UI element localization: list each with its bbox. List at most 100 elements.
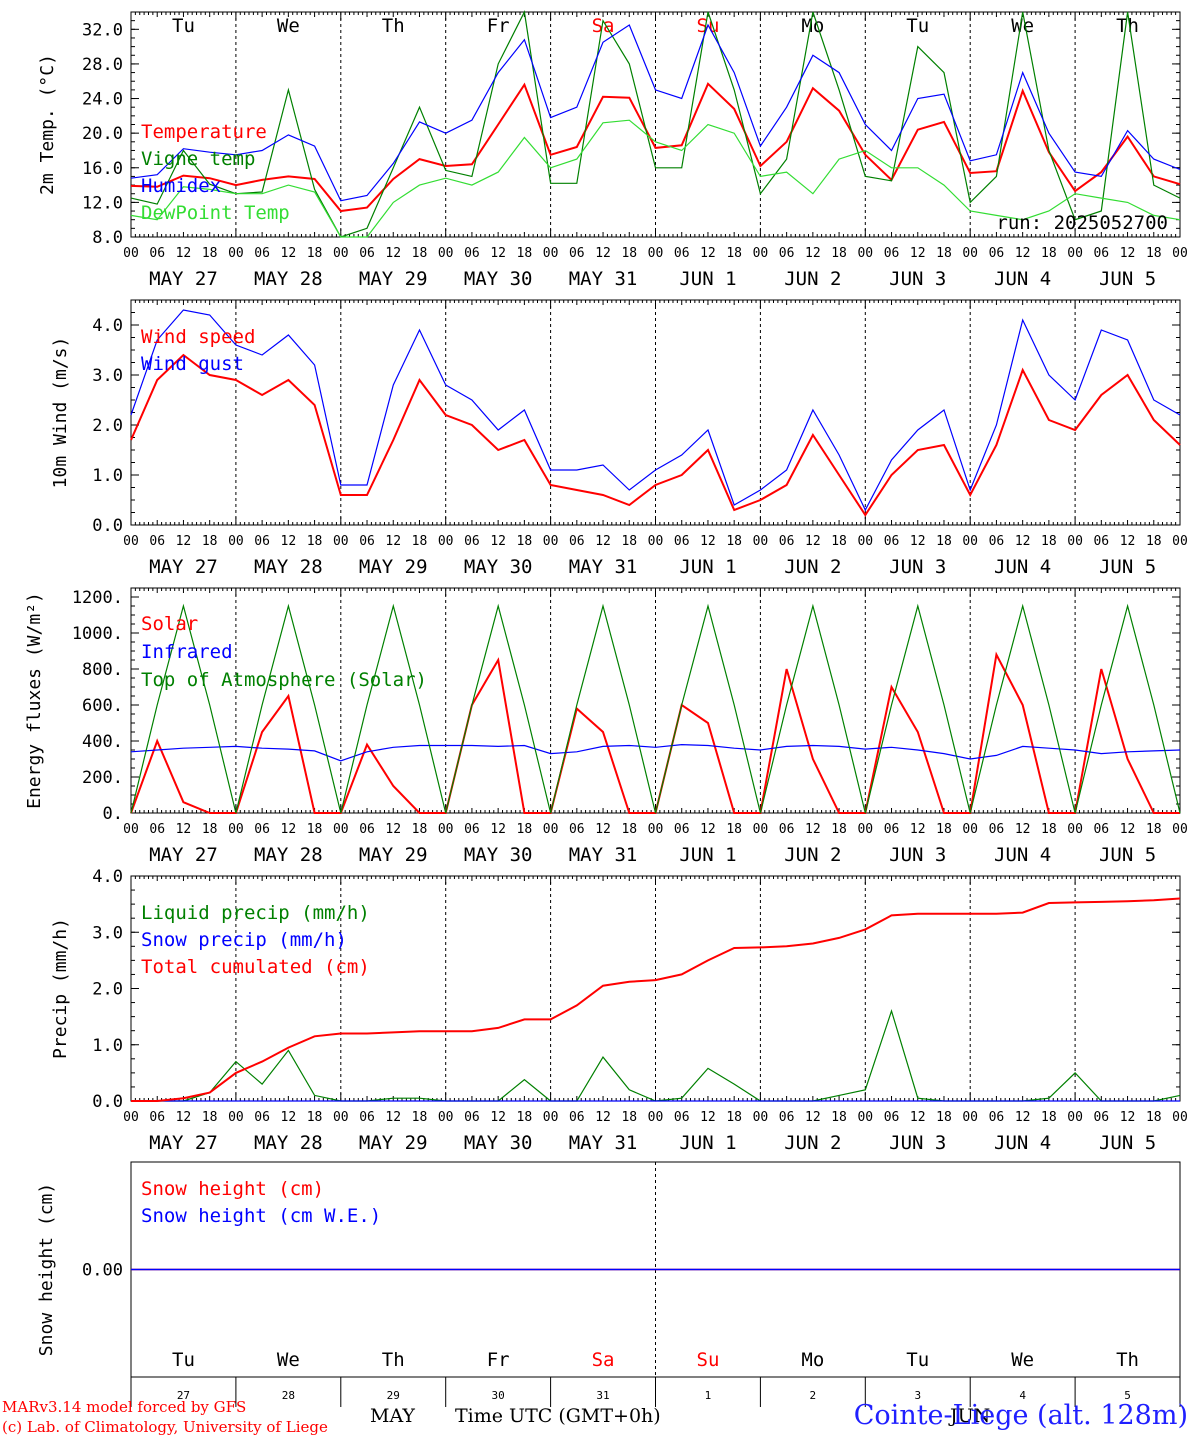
hour-tick-label: 06	[674, 1110, 690, 1125]
legend-entry: Snow height (cm)	[141, 1178, 324, 1200]
hour-tick-label: 00	[962, 246, 978, 261]
y-tick-label: 16.0	[82, 159, 123, 179]
hour-tick-label: 12	[281, 534, 297, 549]
hour-tick-label: 00	[333, 246, 349, 261]
hour-tick-label: 06	[1093, 1110, 1109, 1125]
legend-entry: Vigne temp	[141, 148, 255, 170]
day-number-label: 29	[387, 1389, 400, 1402]
y-axis-label: Energy fluxes (W/m²)	[24, 592, 45, 809]
legend-entry: Wind gust	[141, 353, 244, 375]
panel-3: 00 06 12 18 00 06 12 18 00 06 12 18 00 06 12 18 00 06 12 18…	[24, 587, 1188, 866]
y-tick-label: 0.00	[82, 1261, 123, 1281]
hour-tick-label: 18	[307, 246, 323, 261]
panel-5: 27 28 29 30 31 1 2 3 4 5 Tu We Th Fr Sa Su Mo Tu We Th 0.00 S…	[36, 1161, 1181, 1407]
hour-tick-label: 06	[464, 246, 480, 261]
panel-1: 00 06 12 18 00 06 12 18 00 06 12 18 00 06 12 18 00 06 12 18…	[37, 10, 1188, 290]
hour-tick-label: 18	[831, 822, 847, 837]
day-label: MAY 28	[254, 844, 323, 866]
day-label: MAY 30	[464, 268, 533, 290]
day-label: JUN 3	[889, 1132, 946, 1154]
hour-tick-label: 12	[176, 822, 192, 837]
hour-tick-label: 18	[412, 246, 428, 261]
hour-tick-label: 18	[517, 246, 533, 261]
day-label: JUN 1	[679, 1132, 736, 1154]
legend-entry: Snow precip (mm/h)	[141, 929, 347, 951]
month-label-jun: JUN	[950, 1405, 991, 1427]
hour-tick-label: 06	[569, 1110, 585, 1125]
weekday-label: Th	[1116, 15, 1139, 37]
weekday-label: Th	[382, 15, 405, 37]
y-axis-label: Snow height (cm)	[36, 1183, 57, 1356]
hour-tick-label: 06	[884, 1110, 900, 1125]
weekday-label: Tu	[172, 15, 195, 37]
hour-tick-label: 06	[1093, 246, 1109, 261]
day-label: MAY 31	[569, 268, 638, 290]
day-number-label: 27	[177, 1389, 190, 1402]
hour-tick-label: 18	[307, 534, 323, 549]
day-label: MAY 30	[464, 844, 533, 866]
hour-tick-label: 12	[805, 246, 821, 261]
weekday-label: Su	[697, 1349, 720, 1371]
hour-tick-label: 18	[517, 1110, 533, 1125]
hour-tick-label: 18	[1146, 822, 1162, 837]
series-line-dewpoint-temp	[130, 119, 1181, 238]
plot-frame	[130, 587, 1181, 814]
day-number-label: 3	[914, 1389, 921, 1402]
hour-tick-label: 18	[831, 246, 847, 261]
hour-tick-label: 00	[648, 822, 664, 837]
hour-tick-label: 06	[674, 822, 690, 837]
day-label: MAY 27	[149, 268, 218, 290]
weekday-label: Mo	[801, 15, 824, 37]
hour-tick-label: 06	[464, 534, 480, 549]
day-label: MAY 28	[254, 1132, 323, 1154]
hour-tick-label: 12	[1120, 246, 1136, 261]
day-label: JUN 3	[889, 556, 946, 578]
y-tick-label: 28.0	[82, 55, 123, 75]
hour-tick-label: 06	[359, 534, 375, 549]
hour-tick-label: 12	[385, 246, 401, 261]
weekday-label: We	[277, 1349, 300, 1371]
panel-4: 00 06 12 18 00 06 12 18 00 06 12 18 00 06 12 18 00 06 12 18…	[50, 867, 1188, 1154]
series-line-total-cumulated-cm-	[131, 897, 1181, 1102]
hour-tick-label: 18	[517, 822, 533, 837]
y-axis-label: Precip (mm/h)	[50, 918, 71, 1059]
weekday-label: Th	[382, 1349, 405, 1371]
hour-tick-label: 12	[385, 1110, 401, 1125]
y-tick-label: 4.0	[92, 867, 123, 887]
day-label: JUN 5	[1099, 1132, 1156, 1154]
hour-tick-label: 12	[1015, 246, 1031, 261]
legend-entry: Liquid precip (mm/h)	[141, 902, 370, 924]
hour-tick-label: 12	[385, 822, 401, 837]
hour-tick-label: 06	[149, 534, 165, 549]
day-label: JUN 4	[994, 1132, 1051, 1154]
hour-tick-label: 12	[1120, 1110, 1136, 1125]
model-credit-line: MARv3.14 model forced by GFS	[2, 1398, 247, 1416]
hour-tick-label: 18	[1146, 534, 1162, 549]
legend-entry: Temperature	[141, 121, 267, 143]
day-label: JUN 1	[679, 268, 736, 290]
hour-tick-label: 18	[202, 822, 218, 837]
day-number-label: 30	[492, 1389, 505, 1402]
hour-tick-label: 06	[254, 534, 270, 549]
hour-tick-label: 18	[621, 822, 637, 837]
hour-tick-label: 12	[1120, 534, 1136, 549]
day-label: JUN 2	[784, 556, 841, 578]
y-axis-label: 2m Temp. (°C)	[37, 54, 58, 195]
hour-tick-label: 00	[1067, 822, 1083, 837]
hour-tick-label: 18	[621, 534, 637, 549]
weekday-label: We	[277, 15, 300, 37]
hour-tick-label: 18	[202, 246, 218, 261]
hour-tick-label: 18	[831, 1110, 847, 1125]
hour-tick-label: 12	[490, 246, 506, 261]
y-tick-label: 1.0	[92, 466, 123, 486]
hour-tick-label: 00	[438, 822, 454, 837]
day-label: MAY 31	[569, 556, 638, 578]
day-number-label: 1	[705, 1389, 712, 1402]
hour-tick-label: 00	[753, 246, 769, 261]
hour-tick-label: 12	[490, 822, 506, 837]
hour-tick-label: 18	[307, 822, 323, 837]
series-line-wind-speed	[130, 353, 1181, 517]
hour-tick-label: 00	[1172, 1110, 1188, 1125]
hour-tick-label: 18	[621, 1110, 637, 1125]
